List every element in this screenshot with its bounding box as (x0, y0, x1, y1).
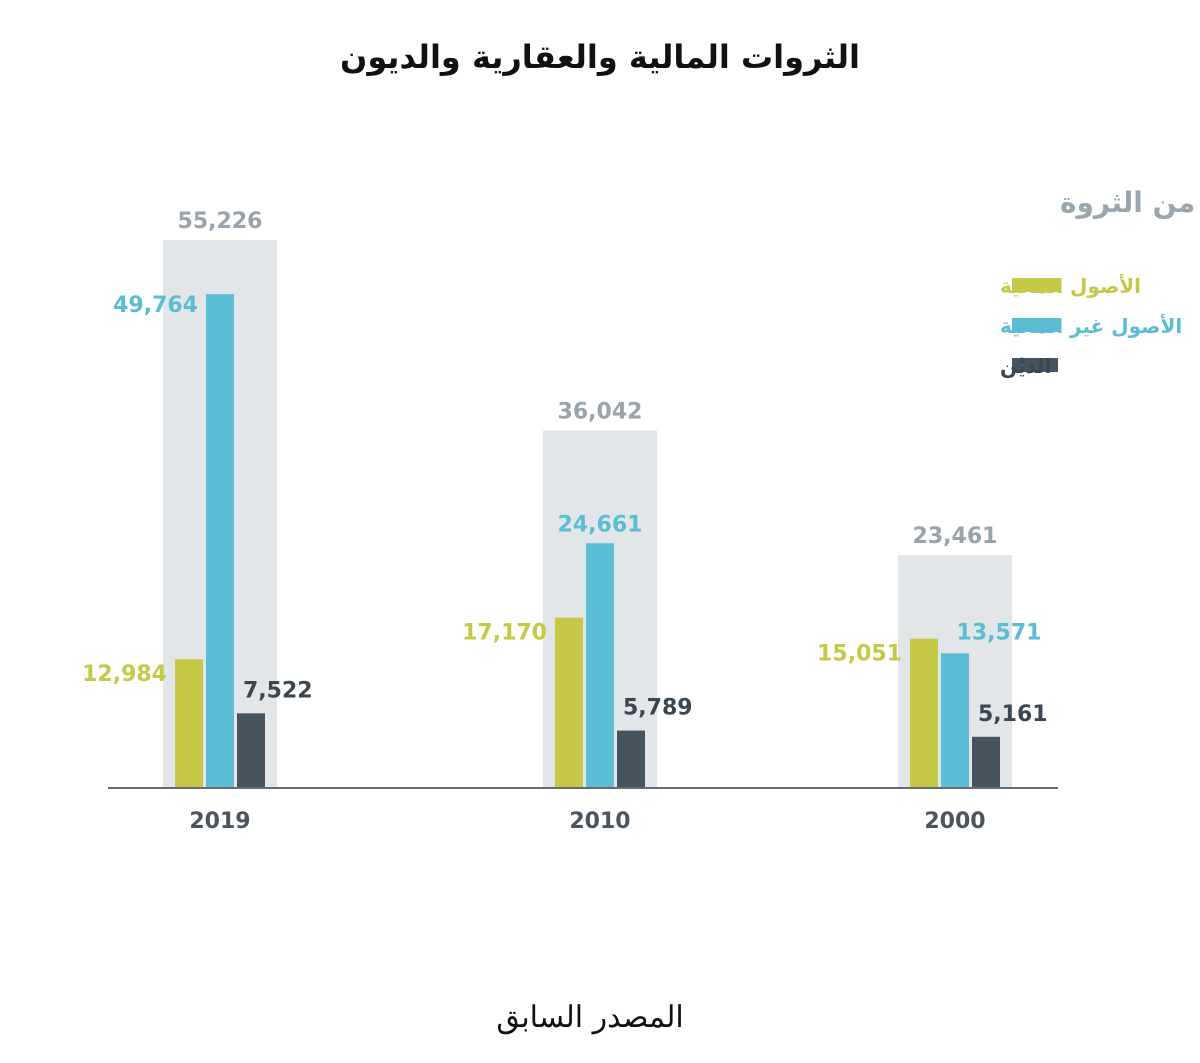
page-title: الثروات المالية والعقارية والديون (340, 38, 860, 76)
total-label-2000: 23,461 (913, 524, 998, 549)
value-label-non_financial-2010: 24,661 (558, 512, 643, 537)
value-label-debt-2000: 5,161 (978, 702, 1048, 727)
bars (175, 294, 1000, 788)
legend: الأصول المالية الأصول غير المالية الديْن (1000, 273, 1182, 378)
bar-debt-2000 (972, 736, 1000, 788)
bar-non_financial-2010 (586, 543, 614, 788)
bar-non_financial-2019 (206, 294, 234, 788)
value-label-financial-2000: 15,051 (817, 642, 902, 667)
x-tick-2010: 2010 (569, 809, 630, 834)
value-label-financial-2010: 17,170 (462, 621, 547, 646)
bar-debt-2019 (237, 713, 265, 788)
source-note: المصدر السابق (496, 1000, 684, 1035)
value-label-financial-2019: 12,984 (82, 662, 167, 687)
bar-debt-2010 (617, 730, 645, 788)
x-tick-2000: 2000 (924, 809, 985, 834)
value-label-debt-2010: 5,789 (623, 696, 693, 721)
bar-financial-2010 (555, 617, 583, 788)
bar-non_financial-2000 (941, 653, 969, 788)
value-label-non_financial-2000: 13,571 (957, 620, 1042, 645)
total-label-2010: 36,042 (558, 399, 643, 424)
x-axis: 2019 2010 2000 (108, 787, 1058, 834)
x-tick-2019: 2019 (189, 809, 250, 834)
value-label-debt-2019: 7,522 (243, 678, 313, 703)
bar-financial-2019 (175, 659, 203, 788)
legend-swatch-debt (1012, 358, 1058, 372)
legend-label-non_financial: الأصول غير المالية (1000, 313, 1182, 338)
bar-financial-2000 (910, 638, 938, 788)
legend-label-debt: الديْن (1000, 354, 1051, 378)
legend-swatch-financial (1012, 278, 1058, 292)
value-label-non_financial-2019: 49,764 (113, 293, 198, 318)
total-label-2019: 55,226 (178, 209, 263, 234)
legend-swatch-non_financial (1012, 318, 1058, 332)
value-labels: 55,226 12,984 49,764 7,522 36,042 17,170 24,66… (82, 209, 1048, 727)
chart-subtitle: حصة الفرد البالغ من الثروة (1060, 186, 1200, 219)
legend-label-financial: الأصول المالية (1000, 273, 1141, 298)
